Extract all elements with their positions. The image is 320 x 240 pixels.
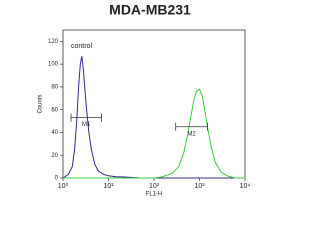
x-tick-label: 10⁰ xyxy=(58,182,69,190)
chart: MDA-MB231 FL1-H Counts control 0 20 40 60 80… xyxy=(38,2,251,198)
x-tick-label: 10⁴ xyxy=(240,183,251,190)
y-tick-label: 60 xyxy=(51,107,58,113)
chart-title: MDA-MB231 xyxy=(109,2,191,18)
histogram-line xyxy=(62,56,245,179)
y-tick-label: 20 xyxy=(51,153,58,159)
y-tick-label: 40 xyxy=(51,130,58,136)
y-axis-label: Counts xyxy=(38,94,44,113)
x-tick-label: 10³ xyxy=(194,183,205,190)
gate-label: M2 xyxy=(187,131,196,137)
x-tick-label: 10² xyxy=(149,183,160,190)
gate-label: M1 xyxy=(82,122,91,128)
y-tick-label: 100 xyxy=(48,62,59,68)
y-tick-label: 0 xyxy=(55,176,59,182)
annotation: control xyxy=(71,43,92,50)
x-axis-label: FL1-H xyxy=(146,192,163,198)
x-tick-label: 10¹ xyxy=(103,183,114,190)
y-tick-label: 120 xyxy=(48,39,59,45)
plot-frame xyxy=(62,29,246,179)
histogram-line xyxy=(63,88,245,179)
y-tick-label: 80 xyxy=(51,85,58,91)
